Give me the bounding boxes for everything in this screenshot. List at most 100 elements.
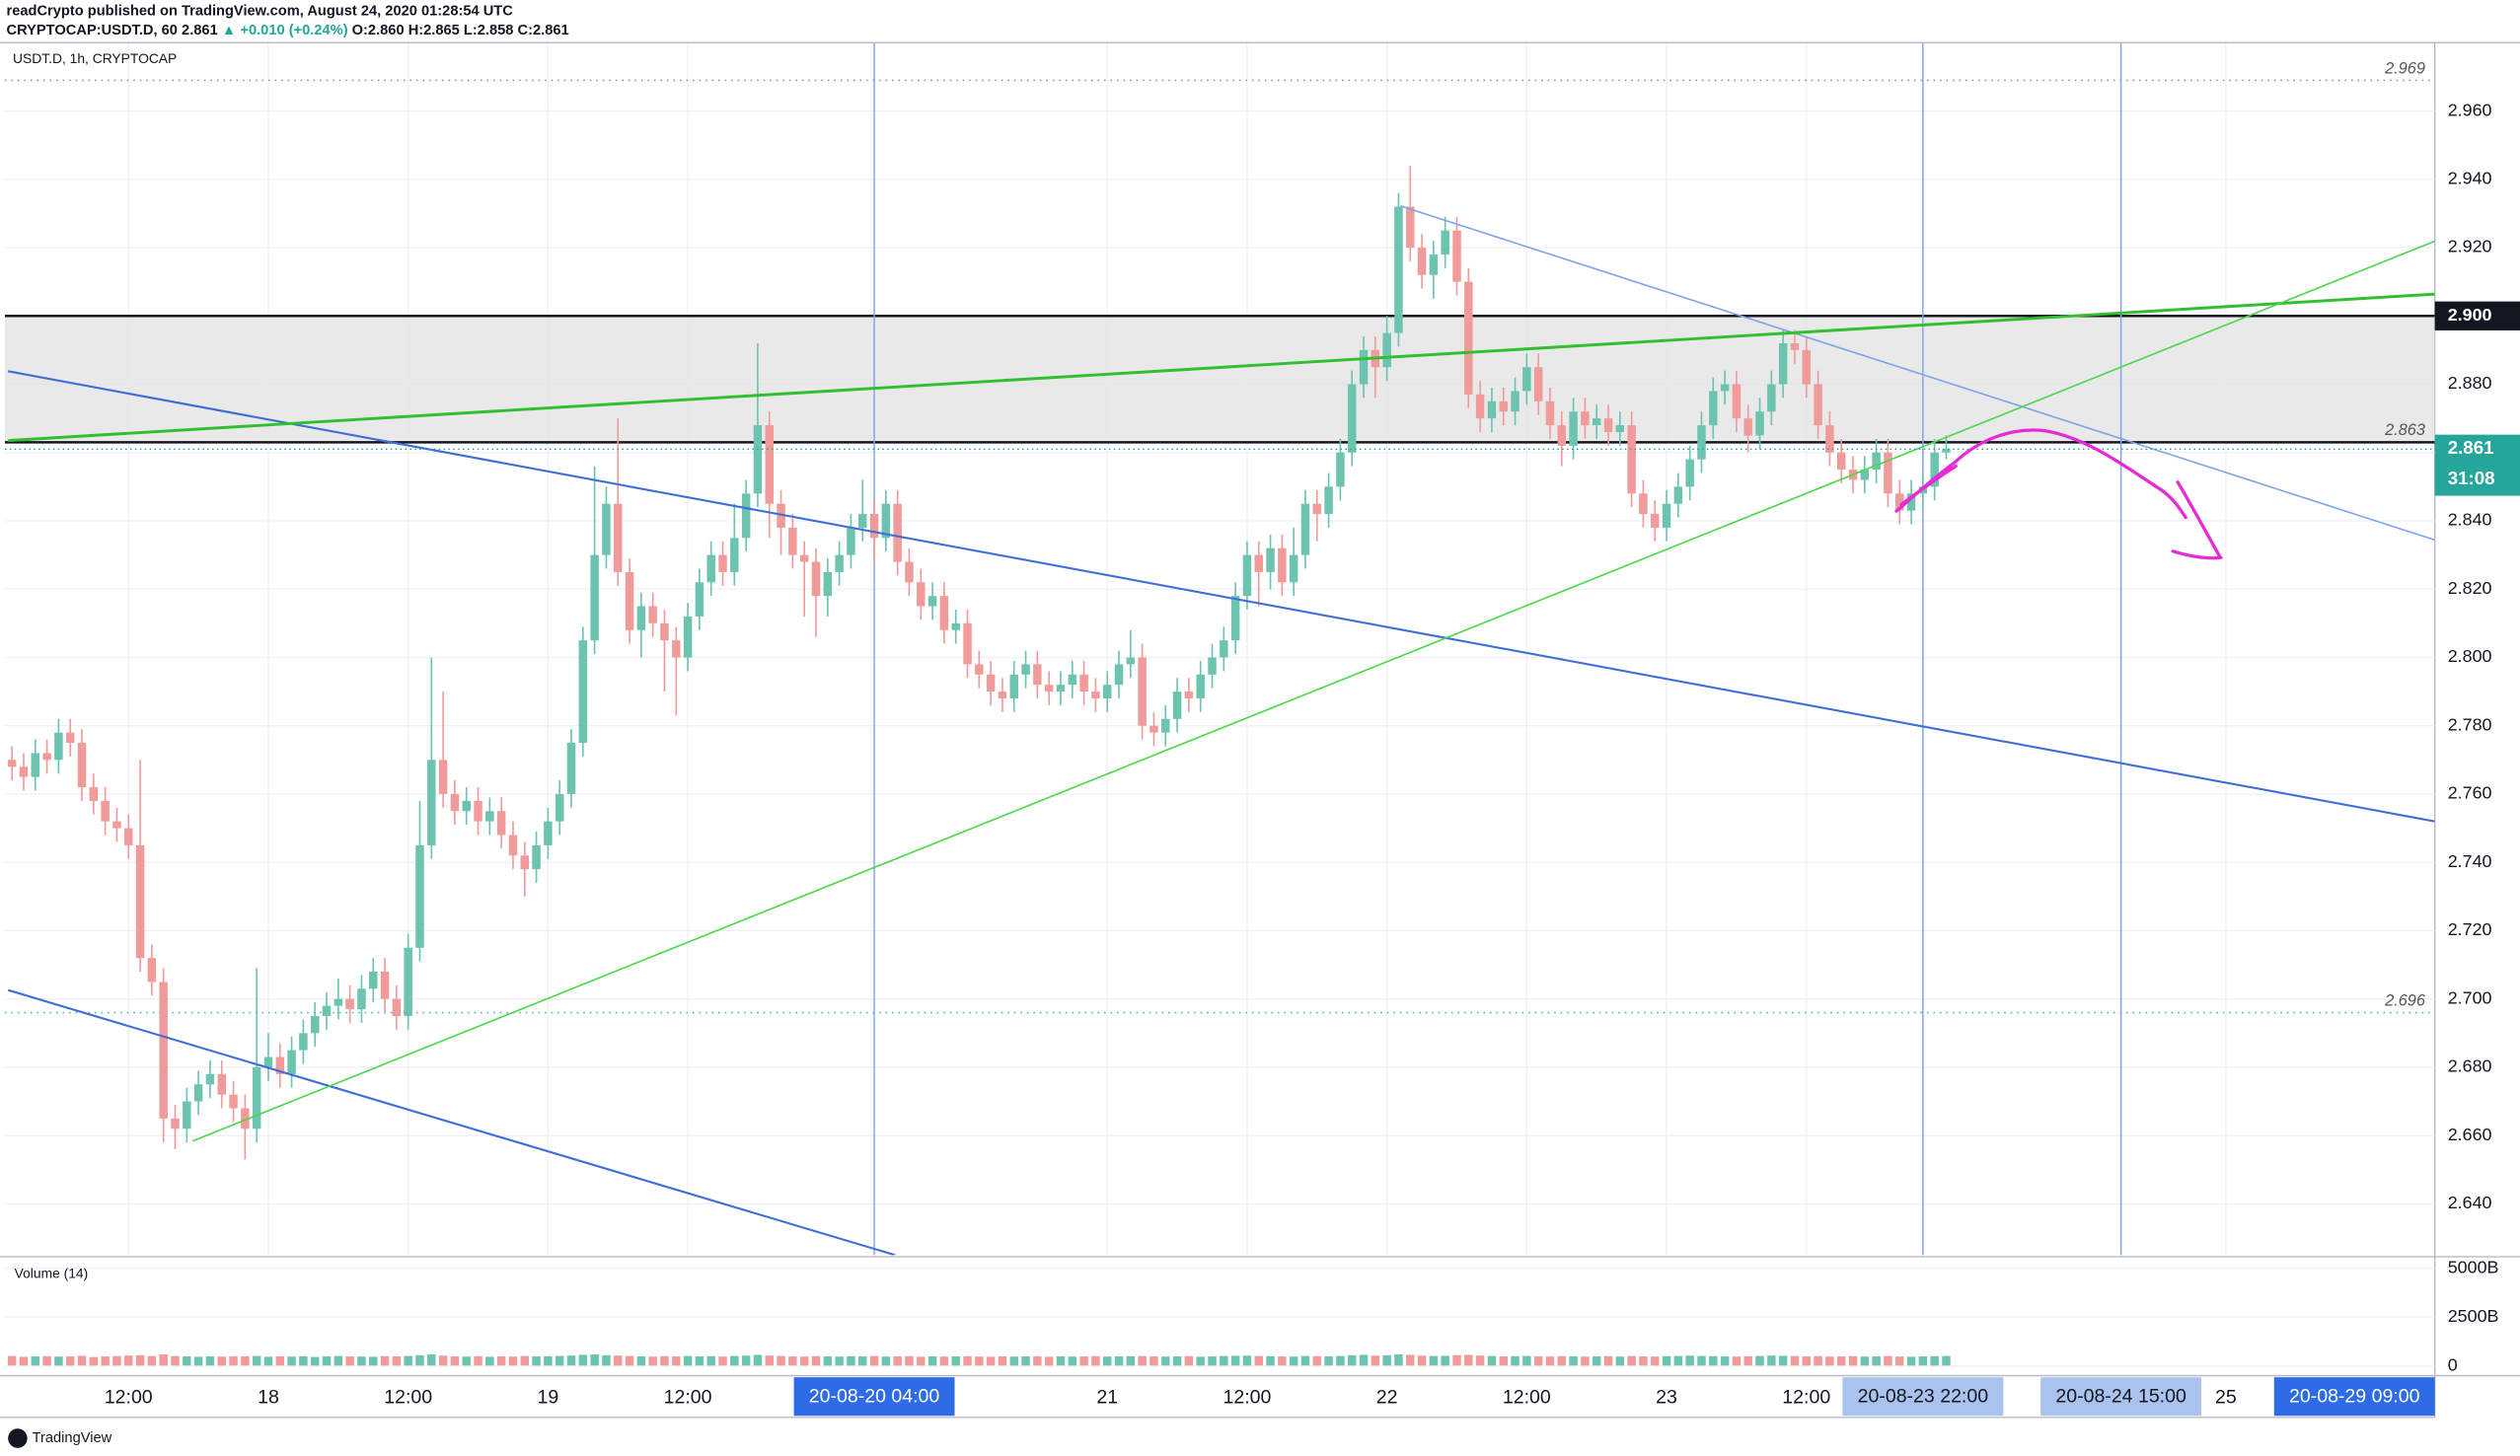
- y-tick-label: 2.740: [2448, 851, 2492, 871]
- x-tick-label: 21: [1096, 1387, 1118, 1409]
- candle-body: [1732, 384, 1742, 419]
- marker-label: 20-08-20 04:00: [809, 1386, 940, 1408]
- volume-bar: [1161, 1356, 1170, 1366]
- volume-bar: [1802, 1356, 1812, 1366]
- candle-body: [1790, 342, 1800, 350]
- volume-bar: [532, 1356, 541, 1366]
- y-tick-label: 2.820: [2448, 578, 2492, 598]
- candle-body: [1511, 391, 1519, 412]
- volume-bar: [1406, 1354, 1415, 1366]
- volume-bar: [1452, 1354, 1461, 1366]
- candle-body: [1895, 493, 1904, 511]
- volume-bar: [1581, 1356, 1590, 1366]
- marker-label: 20-08-23 22:00: [1858, 1386, 1989, 1408]
- legend-c-label: C:: [518, 23, 533, 38]
- volume-bar: [485, 1356, 494, 1366]
- candle-body: [357, 988, 366, 1010]
- candle-body: [1091, 692, 1100, 699]
- volume-bar: [695, 1356, 704, 1366]
- volume-bar: [1895, 1356, 1904, 1366]
- level-label: 2.696: [2384, 991, 2426, 1009]
- volume-bar: [229, 1355, 238, 1366]
- price-pane: [4, 42, 2435, 1256]
- candle-body: [496, 811, 506, 836]
- candle-body: [625, 571, 634, 630]
- volume-bar: [1685, 1355, 1694, 1366]
- volume-bar: [171, 1355, 180, 1366]
- volume-bar: [1720, 1356, 1730, 1366]
- volume-bar: [1848, 1355, 1858, 1366]
- volume-bar: [183, 1356, 191, 1366]
- candle-body: [415, 844, 424, 948]
- candle-body: [835, 554, 844, 572]
- candle-body: [135, 844, 145, 959]
- marker-badge: [2040, 1377, 2202, 1417]
- candle-body: [217, 1073, 226, 1095]
- volume-bar: [847, 1355, 855, 1366]
- candle-body: [927, 596, 937, 607]
- legend-price: 2.861: [182, 23, 218, 38]
- candle-body: [823, 571, 833, 597]
- volume-bar: [1639, 1356, 1648, 1366]
- volume-bar: [1429, 1355, 1439, 1366]
- volume-bar: [1021, 1356, 1030, 1366]
- y-tick-label: 2.840: [2448, 510, 2492, 530]
- candle-body: [1673, 486, 1683, 504]
- volume-bar: [753, 1354, 763, 1366]
- x-tick-label: 12:00: [105, 1387, 153, 1409]
- volume-bar: [857, 1356, 867, 1366]
- volume-bar: [404, 1355, 412, 1366]
- volume-bar: [975, 1356, 984, 1366]
- volume-bar: [42, 1355, 51, 1366]
- volume-bar: [1009, 1356, 1018, 1366]
- y-tick-label: 2.660: [2448, 1125, 2492, 1144]
- volume-bar: [112, 1355, 121, 1366]
- candle-body: [683, 616, 693, 658]
- candle-body: [857, 514, 867, 528]
- candle-body: [1289, 554, 1298, 583]
- volume-bar: [648, 1356, 657, 1366]
- candle-body: [1208, 657, 1217, 675]
- legend-change: +0.010 (+0.24%): [240, 23, 347, 38]
- candle-body: [1569, 411, 1578, 446]
- volume-bar: [1382, 1354, 1391, 1366]
- volume-bar: [1511, 1355, 1519, 1366]
- candle-body: [998, 692, 1007, 699]
- volume-bar: [31, 1356, 40, 1366]
- candle-body: [1778, 342, 1788, 385]
- volume-bar: [1289, 1356, 1298, 1366]
- volume-bar: [369, 1356, 378, 1366]
- volume-bar: [1825, 1356, 1834, 1366]
- volume-bar: [462, 1356, 471, 1366]
- volume-bar: [345, 1356, 354, 1366]
- candle-body: [648, 606, 657, 623]
- candle-body: [566, 743, 576, 794]
- volume-bar: [520, 1355, 530, 1366]
- volume-bar: [869, 1355, 879, 1366]
- volume-bar: [275, 1356, 285, 1366]
- volume-bar: [1814, 1355, 1822, 1366]
- candle-body: [345, 998, 354, 1010]
- candle-body: [986, 674, 996, 692]
- level-badge-label: 2.900: [2448, 305, 2492, 325]
- candle-body: [1300, 503, 1310, 555]
- volume-bar: [217, 1356, 226, 1366]
- volume-bar: [7, 1355, 17, 1366]
- volume-bar: [1394, 1354, 1403, 1366]
- candle-body: [614, 503, 623, 572]
- volume-bar: [1860, 1356, 1870, 1366]
- candle-body: [1021, 664, 1030, 675]
- volume-bar: [1872, 1356, 1881, 1366]
- candle-body: [1836, 452, 1846, 471]
- candle-body: [183, 1101, 191, 1129]
- candle-body: [19, 766, 29, 777]
- candle-body: [1312, 503, 1322, 515]
- volume-bar: [1300, 1355, 1310, 1366]
- trendline: [8, 292, 2435, 443]
- candle-body: [799, 554, 809, 562]
- candle-body: [147, 958, 157, 983]
- volume-bar: [566, 1355, 576, 1366]
- volume-bar: [438, 1355, 448, 1366]
- last-price-label: 2.861: [2448, 437, 2494, 458]
- candle-body: [1382, 332, 1391, 368]
